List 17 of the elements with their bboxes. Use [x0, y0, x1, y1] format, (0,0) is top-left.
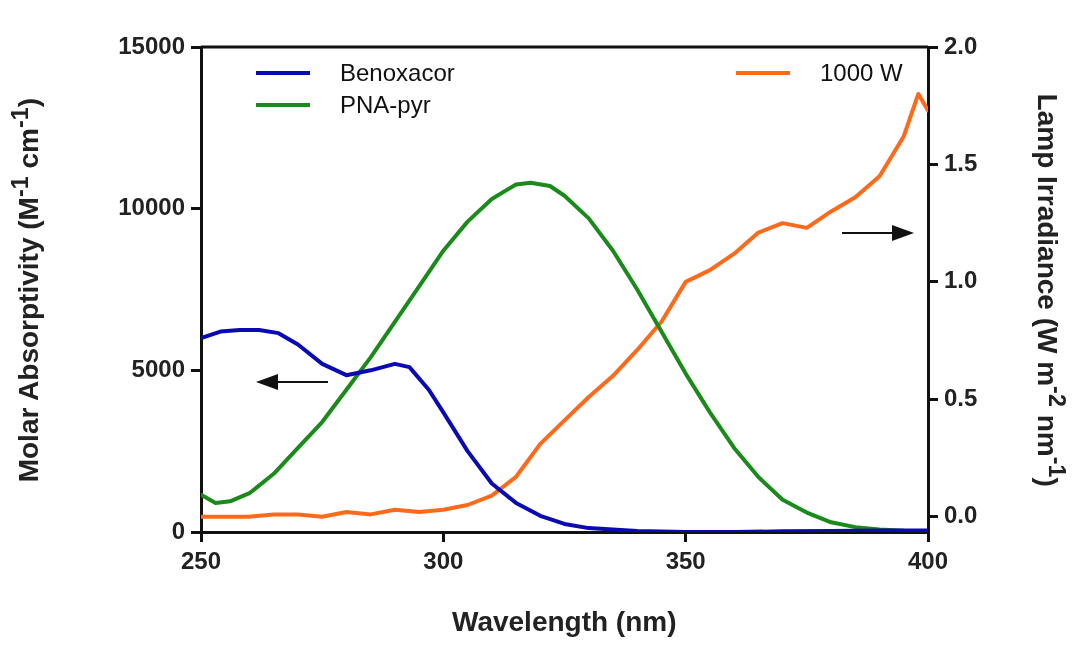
y2-tick-label: 1.5	[944, 149, 978, 177]
y2-tick-label: 0.0	[944, 501, 978, 529]
y-tick-label: 5000	[131, 354, 185, 382]
x-tick-label: 400	[907, 547, 949, 575]
y-tick-label: 0	[171, 516, 185, 544]
x-axis-title: Wavelength (nm)	[452, 606, 677, 638]
y-tick-label: 15000	[118, 31, 185, 59]
x-tick-label: 350	[665, 547, 706, 575]
y2-tick-label: 1.0	[944, 266, 978, 294]
x-tick-label: 300	[423, 547, 464, 575]
y2-tick-label: 2.0	[944, 31, 978, 59]
y-tick-label: 10000	[118, 193, 185, 221]
x-tick-label: 250	[180, 547, 222, 575]
legend-label: Benoxacor	[340, 59, 455, 87]
legend-label: 1000 W	[820, 59, 903, 87]
legend-label: PNA-pyr	[340, 91, 431, 119]
y2-tick-label: 0.5	[944, 383, 978, 411]
